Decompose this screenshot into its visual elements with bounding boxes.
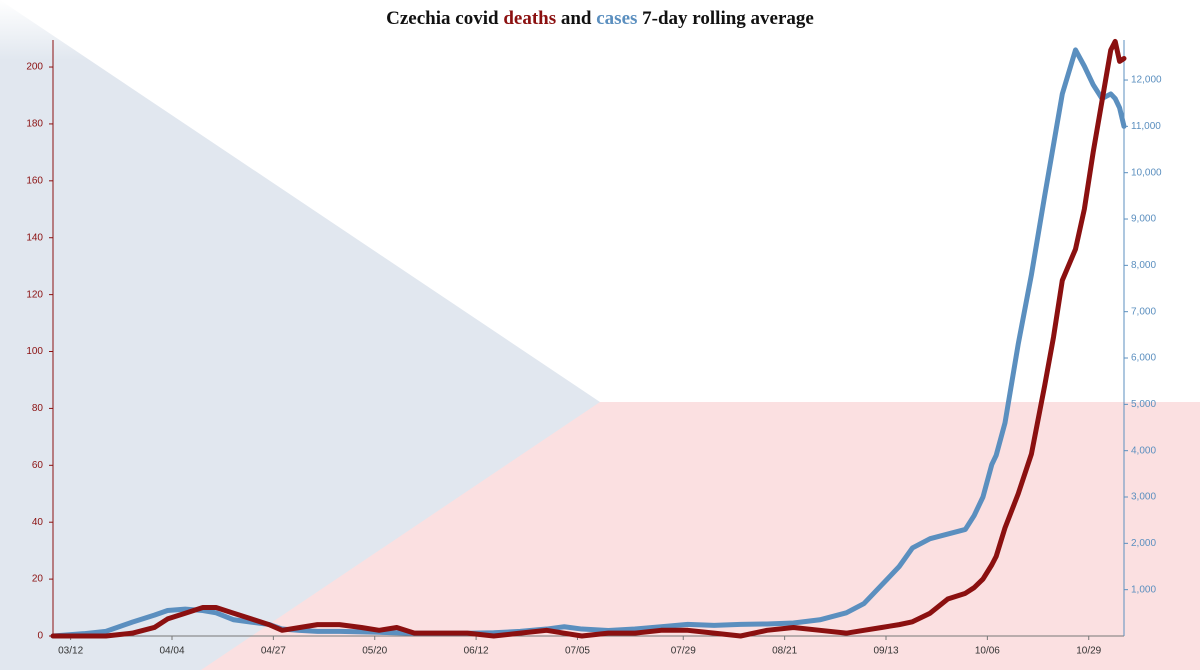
x-tick-label: 06/12: [464, 646, 489, 657]
y-tick-label: 100: [26, 346, 43, 357]
y2-tick-label: 5,000: [1131, 399, 1156, 410]
x-tick-label: 03/12: [58, 646, 83, 657]
y2-tick-label: 10,000: [1131, 167, 1162, 178]
title-cases: cases: [596, 8, 638, 29]
y-tick-label: 160: [26, 175, 43, 186]
title-part: Czechia covid: [386, 8, 499, 29]
y2-tick-label: 4,000: [1131, 445, 1156, 456]
y2-tick-label: 8,000: [1131, 260, 1156, 271]
y2-tick-label: 11,000: [1131, 121, 1161, 132]
flag-fade: [0, 0, 1200, 60]
x-tick-label: 05/20: [362, 646, 387, 657]
y2-tick-label: 6,000: [1131, 353, 1156, 364]
title-deaths: deaths: [503, 8, 557, 29]
x-tick-label: 10/06: [975, 646, 1000, 657]
series-line: [50, 38, 1127, 639]
x-tick-label: 07/05: [565, 646, 590, 657]
x-tick-label: 04/27: [261, 646, 286, 657]
y-tick-label: 120: [26, 289, 43, 300]
title-part: and: [560, 8, 592, 29]
chart-title: Czechia covid deaths and cases 7-day rol…: [0, 8, 1200, 30]
y2-tick-label: 9,000: [1131, 214, 1156, 225]
y-tick-label: 140: [26, 232, 43, 243]
x-tick-label: 10/29: [1076, 646, 1101, 657]
y2-tick-label: 2,000: [1131, 538, 1156, 549]
x-tick-label: 09/13: [873, 646, 898, 657]
y-tick-label: 0: [37, 631, 43, 642]
y-tick-label: 60: [32, 460, 44, 471]
y-tick-label: 180: [26, 119, 43, 130]
y2-tick-label: 1,000: [1131, 584, 1156, 595]
y2-tick-label: 7,000: [1131, 306, 1156, 317]
y-tick-label: 200: [26, 62, 43, 73]
y2-tick-label: 3,000: [1131, 492, 1156, 503]
y-tick-label: 20: [32, 574, 44, 585]
y2-tick-label: 12,000: [1131, 75, 1162, 86]
y-tick-label: 40: [32, 517, 44, 528]
x-tick-label: 04/04: [159, 646, 184, 657]
x-tick-label: 08/21: [772, 646, 797, 657]
x-tick-label: 07/29: [671, 646, 696, 657]
flag-blue: [0, 0, 600, 670]
title-part: 7-day rolling average: [642, 8, 814, 29]
y-tick-label: 80: [32, 403, 44, 414]
